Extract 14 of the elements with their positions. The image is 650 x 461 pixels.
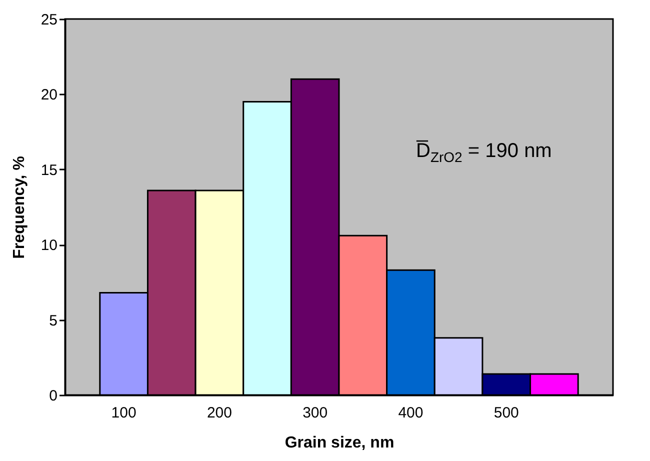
x-axis-title: Grain size, nm [284, 434, 394, 452]
x-tick-label: 400 [398, 404, 424, 422]
y-tick-label: 25 [40, 12, 58, 28]
y-tick-label: 20 [40, 86, 58, 104]
y-tick-label: 10 [40, 237, 58, 254]
y-tick-label: 0 [49, 388, 58, 404]
x-tick-label: 100 [111, 404, 136, 422]
y-tick-label: 15 [40, 162, 58, 179]
y-tick-label: 5 [49, 312, 58, 330]
annotation: D̅$_{ZrO2}$ = 190 nm [416, 140, 552, 165]
y-axis-title: Frequency, % [10, 156, 28, 259]
x-tick-label: 300 [302, 404, 328, 422]
x-tick-label: 200 [206, 404, 232, 422]
x-tick-label: 500 [494, 404, 519, 422]
